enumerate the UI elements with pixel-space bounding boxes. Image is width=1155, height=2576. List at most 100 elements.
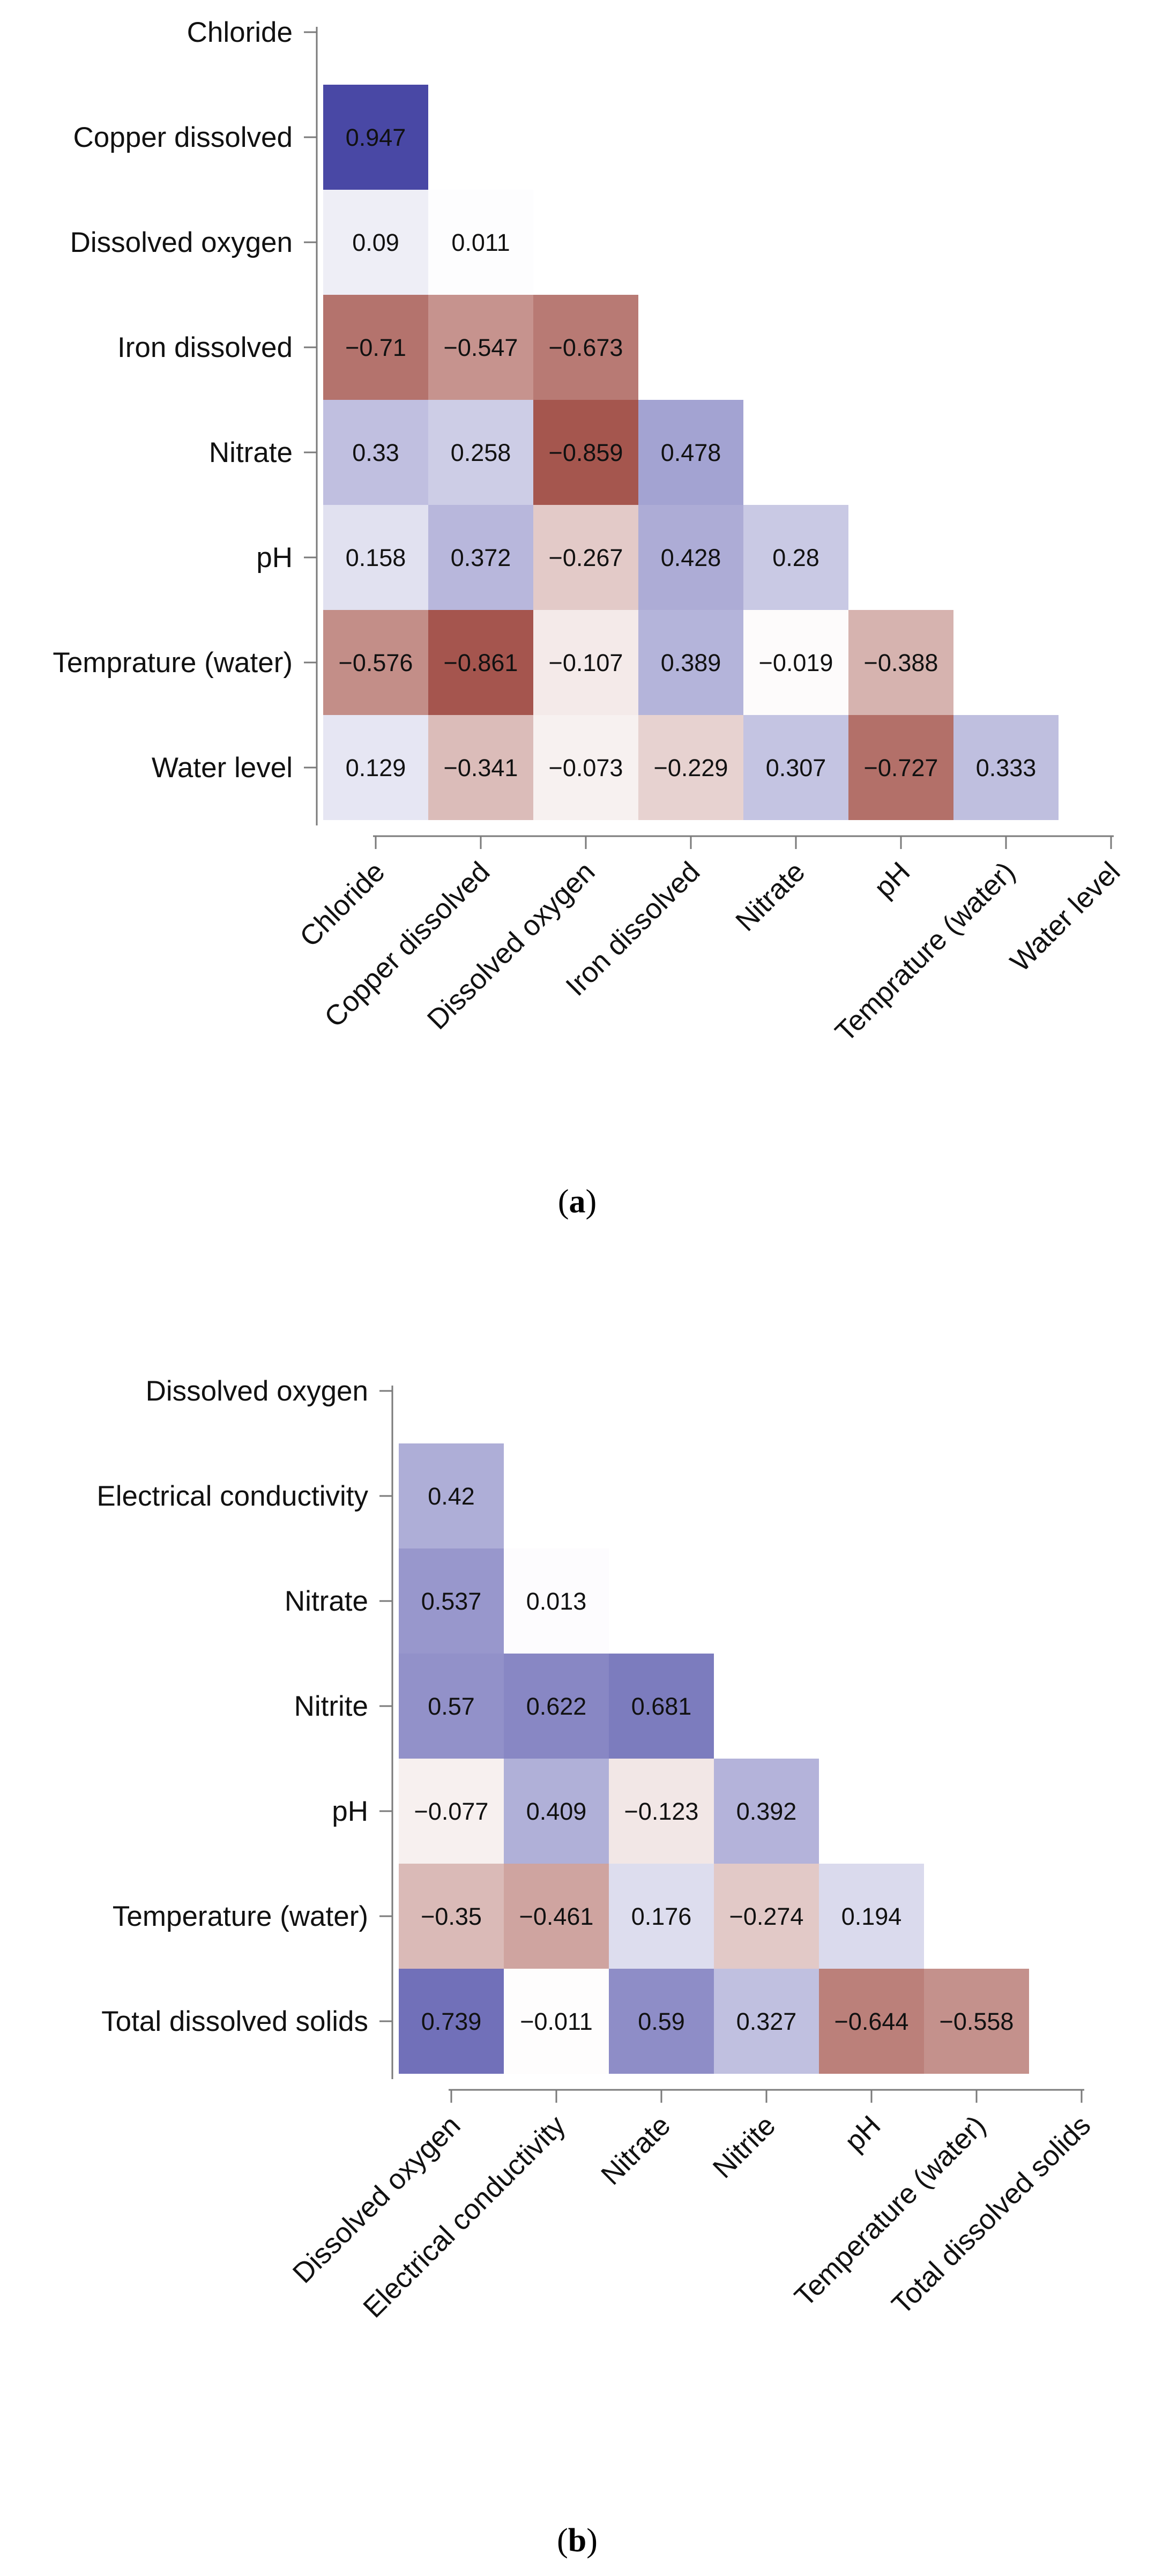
cell-value-label: −0.461 — [519, 1903, 594, 1930]
cell-value-label: 0.158 — [346, 544, 406, 571]
y-tick-label-total-dissolved-solids: Total dissolved solids — [101, 2006, 368, 2037]
panel-a-letter: a — [569, 1183, 586, 1220]
cell-value-label: 0.307 — [766, 754, 826, 781]
cell-value-label: 0.42 — [428, 1483, 475, 1510]
cell-value-label: 0.333 — [976, 754, 1037, 781]
heatmap-cell — [743, 715, 848, 820]
cell-value-label: −0.35 — [421, 1903, 482, 1930]
heatmap-cell — [638, 505, 743, 610]
cell-value-label: 0.28 — [772, 544, 819, 571]
heatmap-cell — [533, 715, 638, 820]
heatmap-cell — [638, 715, 743, 820]
y-tick-label-dissolved-oxygen: Dissolved oxygen — [146, 1375, 368, 1407]
y-tick-label-nitrate: Nitrate — [285, 1585, 368, 1617]
y-tick-label-electrical-conductivity: Electrical conductivity — [96, 1480, 368, 1512]
heatmap-cell — [848, 715, 953, 820]
x-tick-label-total-dissolved-solids: Total dissolved solids — [886, 2110, 1097, 2321]
heatmap-cell — [924, 1969, 1029, 2074]
heatmap-cell — [504, 1654, 609, 1759]
heatmap-cell — [323, 400, 428, 505]
heatmap-cell — [323, 610, 428, 715]
cell-value-label: 0.622 — [526, 1693, 587, 1720]
cell-value-label: −0.107 — [549, 649, 623, 676]
y-tick-label-nitrate: Nitrate — [209, 437, 293, 468]
cell-value-label: −0.861 — [444, 649, 518, 676]
heatmap-cell — [428, 715, 533, 820]
heatmap-cell — [638, 610, 743, 715]
heatmap-cell — [714, 1864, 819, 1969]
cell-value-label: 0.739 — [421, 2008, 482, 2035]
cell-value-label: −0.123 — [624, 1798, 699, 1825]
cell-value-label: −0.547 — [444, 334, 518, 361]
heatmap-cell — [714, 1759, 819, 1864]
heatmap-cell — [533, 295, 638, 400]
heatmap-cell — [504, 1548, 609, 1654]
cell-value-label: −0.019 — [759, 649, 833, 676]
x-tick-label-electrical-conductivity: Electrical conductivity — [357, 2109, 572, 2324]
x-tick-label-ph: pH — [868, 856, 916, 904]
cell-value-label: −0.229 — [654, 754, 728, 781]
cell-value-label: −0.644 — [834, 2008, 909, 2035]
y-tick-label-temprature-water: Temprature (water) — [53, 647, 293, 679]
cell-value-label: −0.673 — [549, 334, 623, 361]
heatmap-cell — [714, 1969, 819, 2074]
y-tick-label-iron-dissolved: Iron dissolved — [117, 332, 293, 363]
cell-value-label: 0.372 — [451, 544, 511, 571]
panel-a-heatmap: Chloride Copper dissolved Dissolved oxygen… — [53, 17, 1126, 1048]
heatmap-cell — [819, 1864, 924, 1969]
heatmap-cell — [819, 1969, 924, 2074]
cell-value-label: −0.073 — [549, 754, 623, 781]
heatmap-cell — [323, 295, 428, 400]
y-tick-label-nitrite: Nitrite — [294, 1691, 368, 1722]
cell-value-label: −0.388 — [864, 649, 938, 676]
panel-b-caption: (b) — [557, 2522, 598, 2559]
cell-value-label: −0.011 — [520, 2008, 593, 2035]
cell-value-label: −0.558 — [940, 2008, 1014, 2035]
heatmap-cell — [743, 610, 848, 715]
panel-a-caption: (a) — [558, 1183, 597, 1220]
cell-value-label: 0.011 — [451, 229, 510, 256]
heatmap-cell — [533, 400, 638, 505]
heatmap-cell — [428, 295, 533, 400]
y-tick-label-dissolved-oxygen: Dissolved oxygen — [70, 227, 293, 258]
cell-value-label: −0.727 — [864, 754, 938, 781]
cell-value-label: 0.09 — [352, 229, 399, 256]
heatmap-cell — [399, 1548, 504, 1654]
cell-value-label: 0.392 — [736, 1798, 797, 1825]
x-tick-label-water-level: Water level — [1004, 856, 1127, 978]
cell-value-label: 0.537 — [421, 1588, 482, 1615]
cell-value-label: 0.57 — [428, 1693, 475, 1720]
heatmap-cell — [323, 190, 428, 295]
cell-value-label: −0.576 — [339, 649, 413, 676]
y-tick-label-ph: pH — [332, 1796, 368, 1827]
heatmap-cell — [399, 1759, 504, 1864]
heatmap-cell — [504, 1969, 609, 2074]
cell-value-label: −0.274 — [729, 1903, 804, 1930]
heatmap-cell — [399, 1654, 504, 1759]
heatmap-cell — [638, 400, 743, 505]
x-tick-label-nitrite: Nitrite — [707, 2110, 782, 2185]
heatmap-cell — [533, 610, 638, 715]
y-tick-label-copper-dissolved: Copper dissolved — [73, 122, 293, 153]
heatmap-cell — [504, 1864, 609, 1969]
x-tick-label-temprature-water: Temprature (water) — [829, 856, 1021, 1048]
heatmap-cell — [323, 85, 428, 190]
cell-value-label: 0.681 — [631, 1693, 692, 1720]
y-tick-label-temperature-water: Temperature (water) — [113, 1901, 368, 1932]
cell-value-label: 0.194 — [841, 1903, 902, 1930]
cell-value-label: −0.859 — [549, 439, 623, 466]
cell-value-label: −0.71 — [345, 334, 406, 361]
heatmap-cell — [848, 610, 953, 715]
cell-value-label: −0.341 — [444, 754, 518, 781]
heatmap-cell — [533, 505, 638, 610]
cell-value-label: 0.947 — [346, 124, 406, 151]
cell-value-label: 0.258 — [451, 439, 511, 466]
heatmap-cell — [609, 1759, 714, 1864]
y-tick-label-ph: pH — [256, 542, 293, 574]
heatmap-cell — [953, 715, 1059, 820]
cell-value-label: −0.267 — [549, 544, 623, 571]
cell-value-label: 0.176 — [631, 1903, 692, 1930]
x-tick-label-temperature-water: Temperature (water) — [788, 2110, 992, 2313]
heatmap-cell — [399, 1443, 504, 1548]
heatmap-cell — [504, 1759, 609, 1864]
